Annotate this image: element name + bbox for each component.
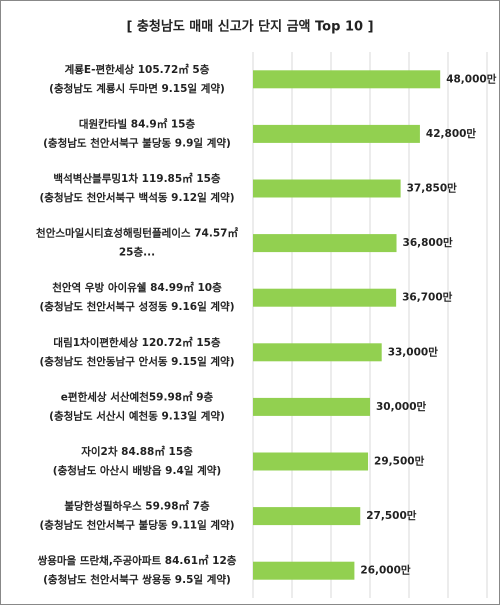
chart-title: [ 충청남도 매매 신고가 단지 금액 Top 10 ] — [126, 19, 373, 35]
bar — [253, 343, 382, 362]
bar — [253, 70, 441, 89]
bar — [253, 288, 397, 307]
bar — [253, 452, 369, 471]
y-tick-label: 천안역 우방 아이유쉘 84.99㎡ 10층 — [52, 281, 222, 294]
y-tick-label: 25층... — [119, 246, 155, 259]
y-tick-label: 쌍용마을 뜨란채,주공아파트 84.61㎡ 12층 — [38, 554, 237, 567]
value-label: 37,850만 — [407, 182, 458, 195]
bar — [253, 124, 420, 143]
y-tick-label: (충청남도 천안서북구 백석동 9.12일 계약) — [39, 191, 234, 204]
bar — [253, 179, 401, 198]
y-tick-label: (충청남도 천안서북구 불당동 9.9일 계약) — [43, 136, 231, 149]
bar — [253, 507, 361, 526]
y-tick-label: (충청남도 천안서북구 불당동 9.11일 계약) — [39, 519, 234, 532]
y-tick-label: 천안스마일시티효성해링턴플레이스 74.57㎡ — [36, 227, 238, 240]
value-label: 27,500만 — [366, 509, 417, 522]
y-tick-label: (충청남도 천안동남구 안서동 9.15일 계약) — [39, 355, 234, 368]
y-tick-label: 대원칸타빌 84.9㎡ 15층 — [79, 117, 196, 130]
y-tick-label: 계룡E-편한세상 105.72㎡ 5층 — [65, 63, 210, 76]
y-tick-label: 불당한성필하우스 59.98㎡ 7층 — [64, 500, 210, 513]
bar — [253, 234, 397, 253]
value-label: 26,000만 — [360, 564, 411, 577]
y-tick-label: (충청남도 계룡시 두마면 9.15일 계약) — [49, 82, 225, 95]
value-label: 29,500만 — [374, 455, 425, 468]
y-tick-label: (충청남도 천안서북구 쌍용동 9.5일 계약) — [43, 573, 231, 586]
y-tick-label: (충청남도 아산시 배방읍 9.4일 계약) — [53, 464, 221, 477]
y-tick-label: 백석벽산블루밍1차 119.85㎡ 15층 — [53, 172, 221, 185]
value-label: 36,800만 — [403, 236, 454, 249]
bar — [253, 561, 355, 580]
value-label: 42,800만 — [426, 127, 477, 140]
y-tick-label: (충청남도 천안서북구 성정동 9.16일 계약) — [39, 300, 234, 313]
value-label: 48,000만 — [446, 72, 497, 85]
value-label: 36,700만 — [402, 291, 453, 304]
bar — [253, 397, 370, 416]
y-tick-label: e편한세상 서산예천59.98㎡ 9층 — [61, 390, 214, 403]
value-label: 30,000만 — [376, 400, 427, 413]
y-tick-label: (충청남도 서산시 예천동 9.13일 계약) — [49, 409, 225, 422]
y-tick-label: 대림1차이편한세상 120.72㎡ 15층 — [53, 336, 221, 349]
value-label: 33,000만 — [388, 345, 439, 358]
y-tick-label: 자이2차 84.88㎡ 15층 — [81, 445, 193, 458]
